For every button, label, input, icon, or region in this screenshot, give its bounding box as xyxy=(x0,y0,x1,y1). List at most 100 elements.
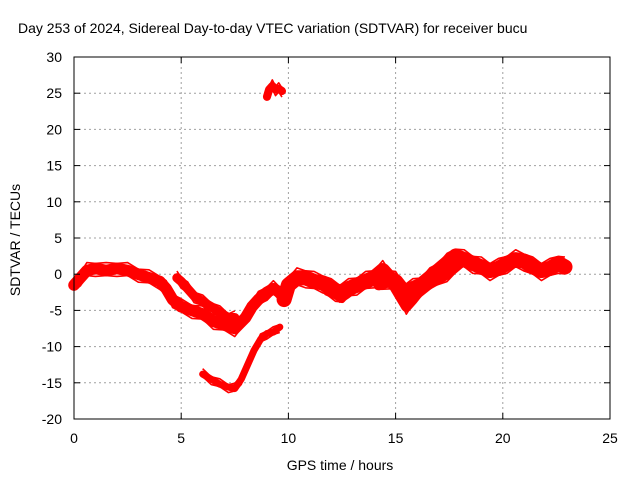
x-tick-label: 10 xyxy=(281,430,297,446)
data-point xyxy=(376,283,380,287)
data-point xyxy=(286,283,290,287)
chart-title: Day 253 of 2024, Sidereal Day-to-day VTE… xyxy=(18,20,527,36)
data-point xyxy=(548,266,552,270)
series-edge xyxy=(176,270,236,315)
data-point xyxy=(252,348,256,352)
y-tick-label: -5 xyxy=(50,302,63,318)
data-point xyxy=(259,337,263,341)
series-band xyxy=(68,262,286,335)
data-point xyxy=(179,279,183,283)
data-point xyxy=(295,276,299,280)
data-point xyxy=(171,298,175,302)
series-edge xyxy=(73,261,281,325)
data-point xyxy=(218,382,222,386)
data-point xyxy=(115,266,119,270)
data-point xyxy=(250,305,254,309)
data-point xyxy=(346,290,350,294)
data-point xyxy=(432,279,436,283)
data-point xyxy=(93,266,97,270)
data-point xyxy=(265,290,269,294)
data-point xyxy=(209,305,213,309)
series-sdtvar-lower-segment xyxy=(199,323,284,394)
series-edge xyxy=(326,282,358,295)
series-sdtvar-dip-15h xyxy=(373,255,466,315)
series-edge xyxy=(378,255,461,304)
data-point xyxy=(321,281,325,285)
data-point xyxy=(256,298,260,302)
y-tick-label: 20 xyxy=(46,121,62,137)
data-point xyxy=(389,279,393,283)
data-point xyxy=(209,377,213,381)
data-point xyxy=(479,265,483,269)
data-point xyxy=(522,259,526,263)
data-point xyxy=(267,88,271,92)
data-point xyxy=(85,269,89,273)
y-tick-label: 30 xyxy=(46,49,62,65)
data-point xyxy=(126,269,130,273)
y-tick-label: -15 xyxy=(42,375,62,391)
data-point xyxy=(179,305,183,309)
data-point xyxy=(175,276,179,280)
data-point xyxy=(246,363,250,367)
series-sdtvar-evening xyxy=(276,248,573,308)
data-point xyxy=(104,269,108,273)
y-tick-label: -10 xyxy=(42,339,62,355)
data-point xyxy=(514,258,518,262)
data-point xyxy=(282,298,286,302)
x-tick-label: 20 xyxy=(495,430,511,446)
data-point xyxy=(274,88,278,92)
data-point xyxy=(190,308,194,312)
axis-ticks: 0 5 10 15 20 25 -20 -15 -10 -5 0 5 10 15 20 25 30 xyxy=(42,49,618,446)
data-point xyxy=(312,279,316,283)
data-point xyxy=(372,276,376,280)
grid-lines xyxy=(74,57,610,419)
y-axis-label: SDTVAR / TECUs xyxy=(7,184,23,296)
data-point xyxy=(211,319,215,323)
x-tick-label: 5 xyxy=(177,430,185,446)
data-point xyxy=(278,325,282,329)
data-point xyxy=(192,294,196,298)
data-point xyxy=(557,261,561,265)
series-edge xyxy=(73,274,281,338)
series-edge xyxy=(266,88,283,101)
data-point xyxy=(201,372,205,376)
data-point xyxy=(233,316,237,320)
data-point xyxy=(201,300,205,304)
data-point xyxy=(280,89,284,93)
series-sdtvar-top-cluster xyxy=(262,79,287,101)
data-point xyxy=(270,84,274,88)
data-point xyxy=(398,294,402,298)
series-sdtvar-dip-12h xyxy=(323,282,361,304)
y-tick-label: -20 xyxy=(42,411,62,427)
data-point xyxy=(304,276,308,280)
x-tick-label: 0 xyxy=(70,430,78,446)
data-point xyxy=(147,276,151,280)
y-tick-label: 0 xyxy=(54,266,62,282)
data-point xyxy=(445,272,449,276)
data-point xyxy=(222,323,226,327)
data-point xyxy=(239,377,243,381)
data-point xyxy=(411,298,415,302)
data-point xyxy=(404,305,408,309)
data-point xyxy=(244,316,248,320)
data-point xyxy=(226,385,230,389)
data-point xyxy=(334,294,338,298)
series-edge xyxy=(378,267,461,315)
series-edge xyxy=(202,323,281,386)
data-point xyxy=(436,269,440,273)
data-point xyxy=(531,265,535,269)
series-edge xyxy=(326,290,358,303)
data-point xyxy=(454,254,458,258)
data-point xyxy=(271,330,275,334)
data-point xyxy=(136,272,140,276)
data-point xyxy=(471,261,475,265)
data-point xyxy=(325,290,329,294)
y-tick-label: 10 xyxy=(46,194,62,210)
data-point xyxy=(218,311,222,315)
data-point xyxy=(164,287,168,291)
data-point xyxy=(233,387,237,391)
data-point xyxy=(186,287,190,291)
data-point xyxy=(277,87,281,91)
data-point xyxy=(505,261,509,265)
